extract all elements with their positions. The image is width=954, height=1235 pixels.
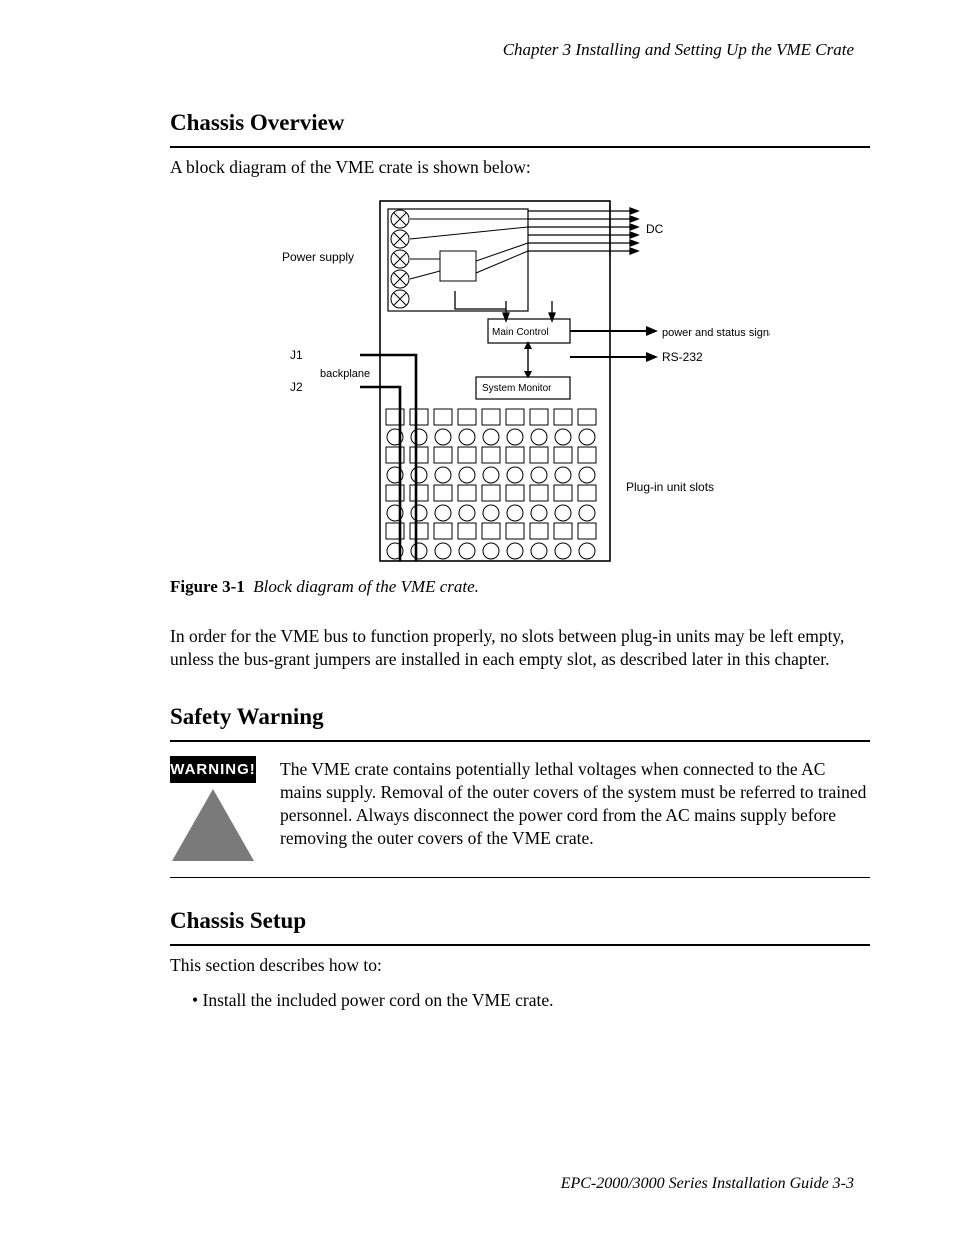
chassis-svg: Power supply DC power and status signals… bbox=[270, 191, 770, 571]
label-backplane: backplane bbox=[320, 368, 370, 380]
figure-caption: Figure 3-1 Block diagram of the VME crat… bbox=[170, 577, 870, 597]
label-j1: J1 bbox=[290, 348, 303, 362]
label-sys-mon: System Monitor bbox=[482, 383, 552, 394]
heading-safety-warning: Safety Warning bbox=[170, 704, 870, 730]
heading-chassis-setup: Chassis Setup bbox=[170, 908, 870, 934]
page-footer: EPC-2000/3000 Series Installation Guide … bbox=[561, 1175, 854, 1193]
setup-intro: This section describes how to: bbox=[170, 954, 870, 977]
label-j2: J2 bbox=[290, 380, 303, 394]
label-dc: DC bbox=[646, 222, 664, 236]
warning-text: The VME crate contains potentially letha… bbox=[280, 756, 870, 849]
heading-chassis-overview: Chassis Overview bbox=[170, 110, 870, 136]
label-plugin-slots: Plug-in unit slots bbox=[626, 480, 714, 494]
page-body: Chassis Overview A block diagram of the … bbox=[170, 30, 870, 1012]
rule bbox=[170, 740, 870, 742]
rule bbox=[170, 146, 870, 148]
figure-caption-rest: Block diagram of the VME crate. bbox=[253, 577, 479, 596]
warning-flag: WARNING! bbox=[170, 756, 256, 783]
label-pwr-status: power and status signals bbox=[662, 327, 770, 339]
slot-rule-paragraph: In order for the VME bus to function pro… bbox=[170, 625, 870, 671]
label-power-supply: Power supply bbox=[282, 250, 354, 264]
intro-paragraph: A block diagram of the VME crate is show… bbox=[170, 156, 870, 179]
rule bbox=[170, 944, 870, 946]
label-rs232: RS-232 bbox=[662, 350, 703, 364]
setup-bullet-1: • Install the included power cord on the… bbox=[192, 989, 870, 1012]
warning-block: WARNING! The VME crate contains potentia… bbox=[170, 756, 870, 863]
running-header: Chapter 3 Installing and Setting Up the … bbox=[503, 40, 854, 60]
rule bbox=[170, 877, 870, 878]
label-main-ctrl: Main Control bbox=[492, 327, 549, 338]
figure-caption-lead: Figure 3-1 bbox=[170, 577, 245, 596]
triangle-shape bbox=[172, 789, 254, 861]
triangle-icon bbox=[170, 787, 256, 863]
warning-icon: WARNING! bbox=[170, 756, 256, 863]
figure-block-diagram: Power supply DC power and status signals… bbox=[170, 191, 870, 571]
